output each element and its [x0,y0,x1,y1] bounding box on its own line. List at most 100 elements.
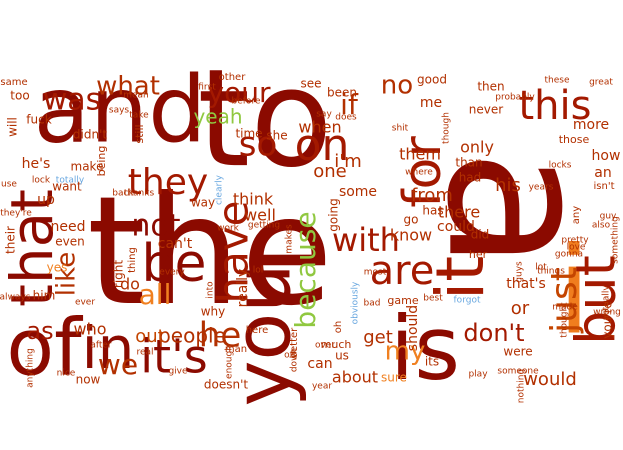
word-now: now [76,373,101,387]
word-over: over [315,341,335,351]
word-not: not [131,209,180,244]
word-do: do [120,275,140,294]
word-any: any [571,206,582,224]
word-good: good [417,73,447,87]
word-on: on [295,120,350,171]
word-way: way [191,196,215,210]
word-nothing: nothing [517,369,527,403]
word-him: him [33,289,56,303]
word-im: i'm [334,151,361,172]
word-gonna: gonna [555,250,583,260]
word-her: her [469,248,488,261]
word-is: is [390,297,460,400]
word-guys: guys [515,261,525,283]
word-like: like [52,252,82,297]
word-from: from [411,185,453,206]
word-are: are [370,248,435,294]
word-me: me [420,95,442,111]
word-clearly: clearly [215,174,225,205]
word-time: time [235,127,262,141]
word-also: also [592,221,611,231]
word-lot: lot [535,263,547,273]
word-there: there [438,203,480,222]
word-nice: nice [57,369,76,379]
word-real: real [136,348,153,358]
word-only: only [460,138,494,157]
word-first: first [198,83,216,93]
word-hes: he's [22,156,51,172]
word-about: about [332,368,378,387]
word-did: did [471,228,490,242]
word-some: some [339,184,377,200]
word-youre: you're [601,301,615,338]
word-locks: locks [549,161,572,171]
word-give: give [168,367,188,377]
word-get: get [363,327,393,348]
word-could: could [437,219,475,235]
word-his: his [495,175,521,196]
word-things: things [537,267,565,277]
word-their: their [4,226,18,254]
word-oh: oh [333,321,344,333]
word-been: been [327,86,357,100]
word-in: in [82,314,135,382]
word-my: my [385,337,426,367]
word-love: love [567,243,586,253]
word-cloud-band [0,66,623,388]
word-this: this [519,83,592,129]
word-than: than [455,156,482,170]
word-dont: don't [463,319,524,347]
word-anything: anything [26,348,36,388]
word-work: work [217,224,240,234]
word-enough: enough [225,345,235,379]
word-here: here [246,325,269,336]
word-play: play [468,370,488,380]
word-game: game [387,294,418,307]
word-how: how [592,148,621,164]
word-well: well [244,206,276,225]
word-will: will [6,117,20,137]
word-best: best [423,294,443,304]
word-one: one [313,161,347,182]
word-after: after [90,341,112,351]
word-sure: sure [381,371,407,385]
word-being: being [95,146,108,177]
word-as: as [26,317,53,345]
word-right: right [112,260,126,288]
word-didnt: didn't [73,128,107,142]
word-much: much [321,338,352,351]
word-into: into [206,281,216,299]
word-know: know [390,226,432,245]
word-he: he [199,316,241,356]
word-us: us [335,349,349,363]
word-isnt: isn't [594,181,615,192]
word-year: year [312,382,332,392]
word-its: it's [140,330,207,384]
word-never: never [469,103,503,117]
word-years: years [529,183,554,193]
word-pretty: pretty [561,236,589,246]
word-but: but [565,255,623,345]
word-a: a [402,149,623,272]
word-can: can [307,356,332,372]
word-shit: shit [392,124,409,134]
word-before: before [232,97,261,107]
word-thats: that's [506,276,546,292]
word-want: want [52,180,82,194]
word-an: an [594,165,611,181]
word-to: to [197,40,333,197]
word-all: all [139,278,172,311]
word-does: does [335,113,357,123]
word-cant: can't [158,236,193,252]
word-though: though [442,112,452,144]
word-guy: guy [600,212,617,222]
word-have: have [209,200,258,303]
word-then: then [477,80,504,94]
word-just: just [544,267,585,334]
word-these: these [545,76,570,86]
word-use: use [1,180,17,190]
word-that: that [0,189,66,307]
word-wrong: wrong [593,308,621,318]
